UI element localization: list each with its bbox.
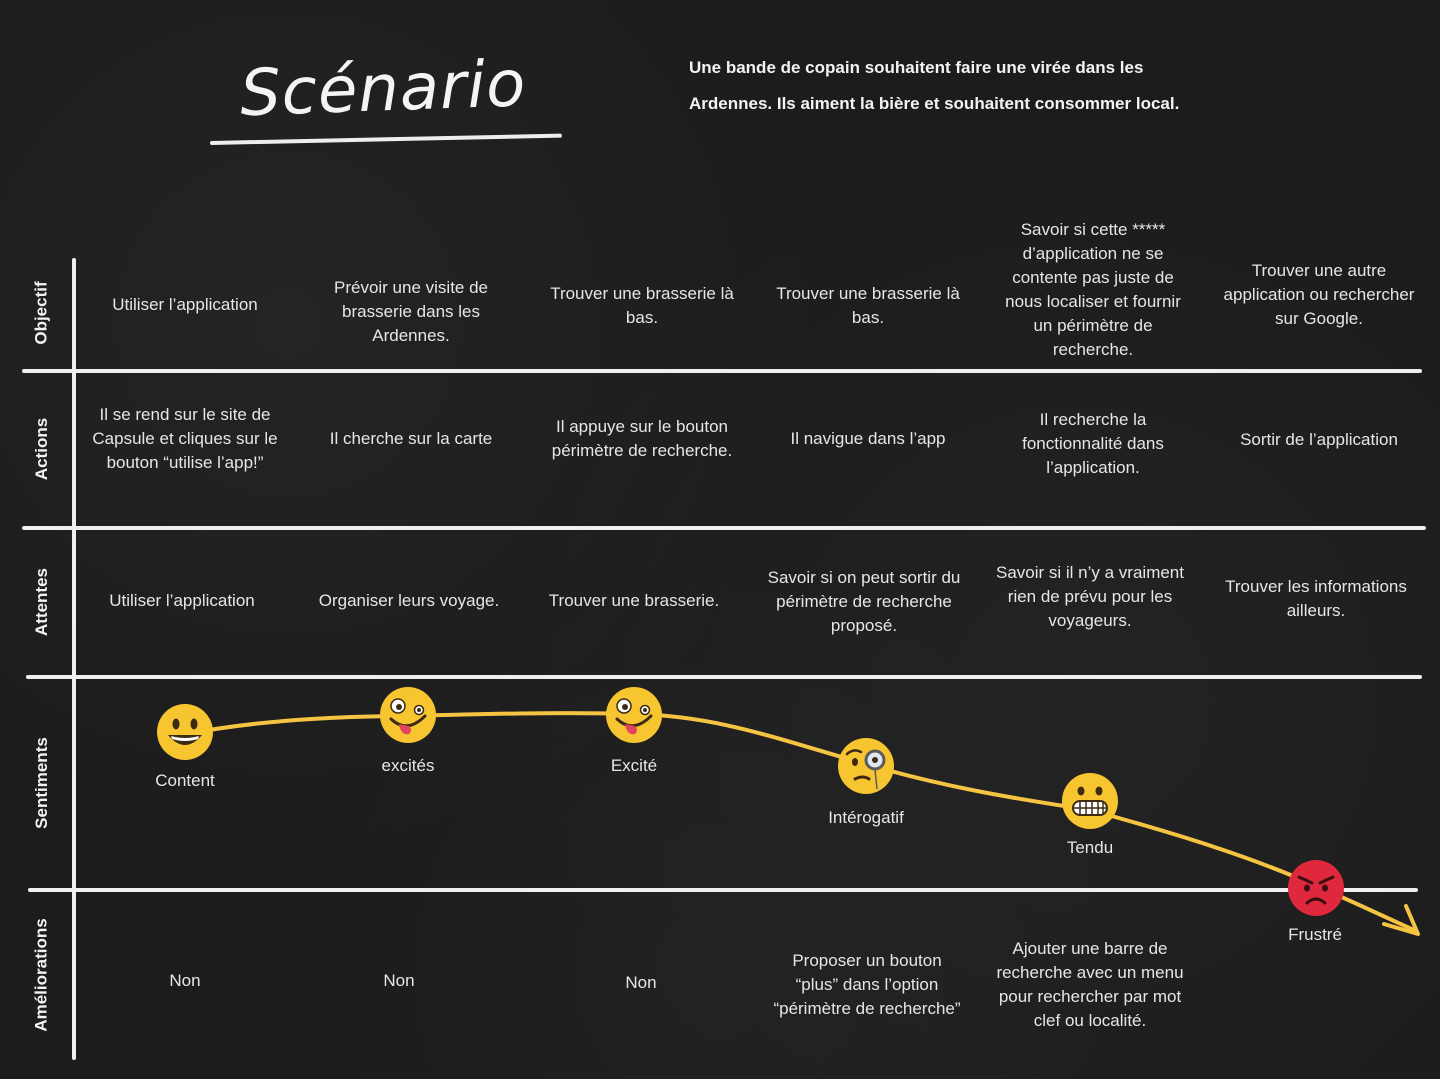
attentes-cell: Trouver une brasserie. bbox=[548, 591, 720, 610]
row-label-attentes: Attentes bbox=[32, 567, 52, 637]
grid-divider bbox=[28, 888, 1418, 892]
grid-divider bbox=[22, 526, 1426, 530]
sentiment-label: Frustré bbox=[1288, 925, 1342, 944]
objectif-cell: Prévoir une visite de brasserie dans les… bbox=[333, 278, 489, 345]
grinning-face-icon bbox=[157, 704, 213, 760]
diagram-title: Scénario bbox=[238, 47, 528, 132]
attentes-cell: Savoir si on peut sortir du périmètre de… bbox=[767, 568, 961, 635]
zany-face-icon bbox=[380, 687, 436, 743]
grid-divider bbox=[22, 369, 1422, 373]
objectif-cell: Trouver une autre application ou recherc… bbox=[1223, 261, 1415, 328]
grid-divider bbox=[26, 675, 1422, 679]
row-label-actions: Actions bbox=[32, 417, 51, 481]
attentes-cell: Savoir si il n’y a vraiment rien de prév… bbox=[995, 563, 1184, 630]
ameliorations-cell: Non bbox=[383, 971, 415, 990]
row-label-ameliorations: Améliorations bbox=[32, 918, 52, 1032]
scenario-description: Une bande de copain souhaitent faire une… bbox=[689, 58, 1180, 113]
actions-cell: Il recherche la fonctionnalité dans l’ap… bbox=[1022, 410, 1164, 477]
zany-face-icon bbox=[606, 687, 662, 743]
attentes-cell: Organiser leurs voyage. bbox=[318, 591, 500, 610]
title-underline bbox=[209, 133, 562, 145]
grimacing-face-icon bbox=[1062, 773, 1118, 829]
monocle-face-icon bbox=[838, 738, 894, 794]
actions-cell: Il navigue dans l’app bbox=[790, 429, 946, 448]
objectif-cell: Savoir si cette ***** d’application ne s… bbox=[1005, 220, 1181, 359]
actions-cell: Sortir de l’application bbox=[1240, 430, 1398, 449]
sentiment-label: Intérogatif bbox=[828, 808, 904, 827]
ameliorations-cell: Non bbox=[169, 971, 201, 990]
attentes-cell: Trouver les informations ailleurs. bbox=[1225, 577, 1407, 620]
attentes-cell: Utiliser l’application bbox=[109, 591, 255, 610]
sentiment-label: excités bbox=[381, 756, 435, 775]
actions-cell: Il se rend sur le site de Capsule et cli… bbox=[92, 405, 278, 472]
sentiment-label: Tendu bbox=[1066, 838, 1114, 857]
objectif-cell: Utiliser l’application bbox=[112, 295, 258, 314]
ameliorations-cell: Ajouter une barre de recherche avec un m… bbox=[996, 939, 1184, 1030]
grid-vertical-line bbox=[72, 258, 76, 1060]
sentiment-label: Content bbox=[155, 771, 215, 790]
ameliorations-cell: Non bbox=[625, 973, 657, 992]
row-label-sentiments: Sentiments bbox=[32, 737, 52, 829]
objectif-cell: Trouver une brasserie là bas. bbox=[550, 284, 734, 327]
actions-cell: Il cherche sur la carte bbox=[329, 429, 493, 448]
sentiment-label: Excité bbox=[610, 756, 658, 775]
ameliorations-cell: Proposer un bouton “plus” dans l’option … bbox=[773, 951, 961, 1018]
row-label-objectif: Objectif bbox=[32, 281, 52, 345]
angry-face-icon bbox=[1288, 860, 1344, 916]
actions-cell: Il appuye sur le bouton périmètre de rec… bbox=[551, 417, 733, 460]
objectif-cell: Trouver une brasserie là bas. bbox=[776, 284, 960, 327]
